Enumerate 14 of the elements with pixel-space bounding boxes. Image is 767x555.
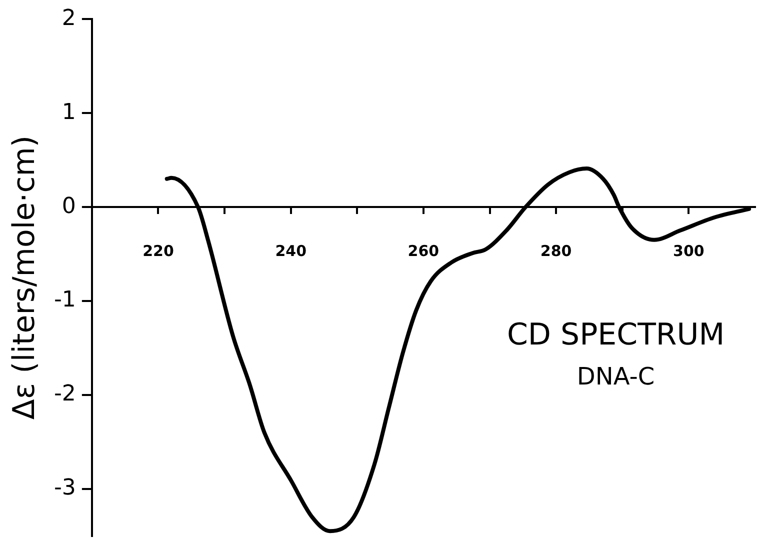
x-tick-label: 260 xyxy=(408,242,440,260)
text: CD SPECTRUM xyxy=(506,318,725,353)
text: DNA-C xyxy=(576,362,655,391)
y-tick-label: -3 xyxy=(54,476,76,501)
y-tick-label: 1 xyxy=(62,100,76,125)
x-tick-label: 300 xyxy=(673,242,704,260)
x-tick-label: 240 xyxy=(275,242,307,260)
y-axis-title: Δε (liters/mole·cm) xyxy=(6,135,42,420)
y-tick-label: 2 xyxy=(62,6,76,31)
y-tick-label: 0 xyxy=(62,194,76,219)
x-tick-label: 220 xyxy=(142,242,174,260)
y-tick-label: -1 xyxy=(54,288,76,313)
y-tick-label: -2 xyxy=(54,382,76,407)
x-tick-label: 280 xyxy=(540,242,572,260)
